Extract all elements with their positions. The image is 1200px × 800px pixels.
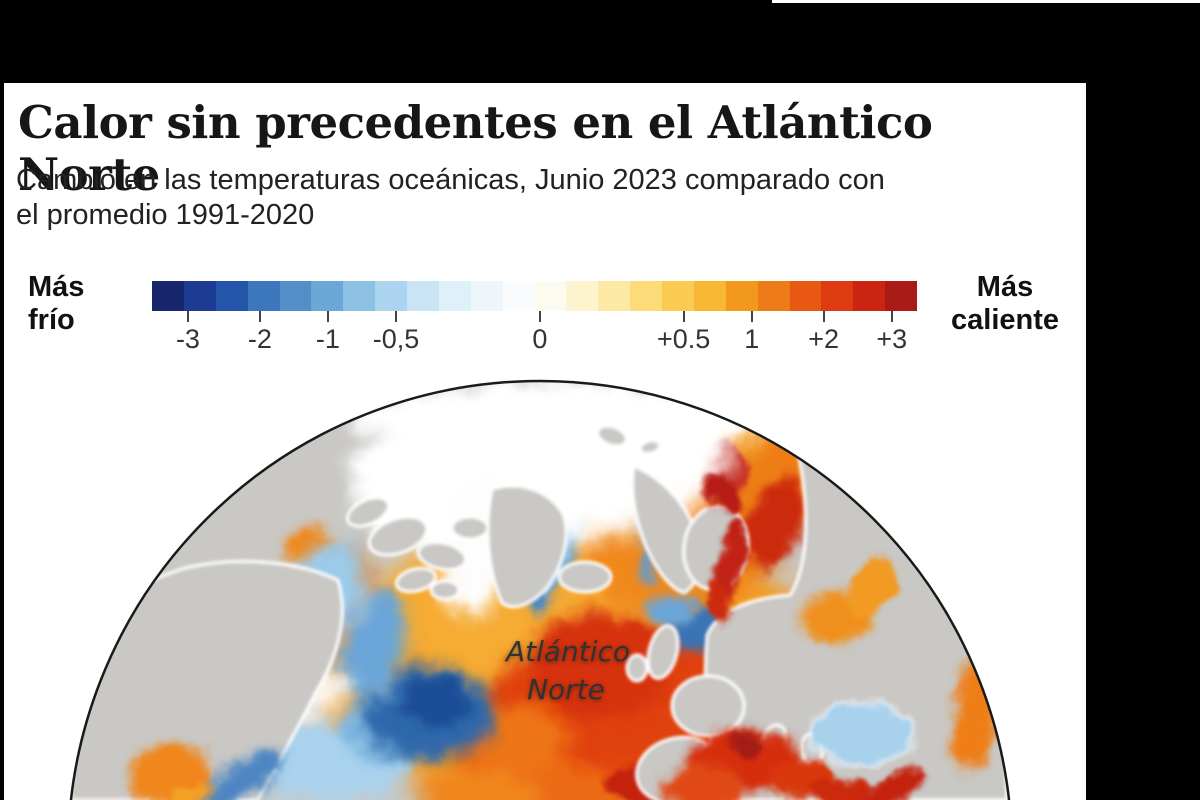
- scale-label-colder-line1: Más: [28, 271, 85, 303]
- color-scale-segment: [247, 281, 280, 311]
- scale-tick-label: -2: [247, 324, 272, 354]
- color-scale-segment: [693, 281, 726, 311]
- color-scale-segment: [566, 281, 599, 311]
- color-scale-segment: [853, 281, 886, 311]
- color-scale-segment: [343, 281, 376, 311]
- color-scale-segment: [662, 281, 694, 311]
- sea-white-sea: [703, 472, 741, 516]
- ocean-label: Atlántico Norte: [504, 635, 630, 706]
- page-subtitle: Cambio en las temperaturas oceánicas, Ju…: [16, 163, 1076, 233]
- color-scale-segment: [279, 281, 312, 311]
- scale-tick: [258, 311, 261, 322]
- scale-tick: [890, 311, 893, 322]
- globe-outline: [69, 379, 1011, 800]
- sea-black-sea: [808, 701, 916, 765]
- land-britain: [646, 624, 680, 680]
- color-scale-segment: [534, 281, 567, 311]
- land-ireland: [625, 653, 649, 683]
- scale-tick: [822, 311, 825, 322]
- color-scale-ticks: -3 -2 -1 -0,5 0 +0.5 1 +2 +3: [152, 311, 917, 359]
- color-scale-segment: [407, 281, 439, 311]
- color-scale-segment: [311, 281, 344, 311]
- color-scale-segment: [598, 281, 631, 311]
- scale-tick: [326, 311, 329, 322]
- land-iceland: [557, 560, 613, 594]
- color-scale-segment: [438, 281, 471, 311]
- scale-tick: [750, 311, 753, 322]
- scale-tick-label: -0,5: [372, 324, 420, 354]
- scale-tick: [682, 311, 685, 322]
- scale-tick: [186, 311, 189, 322]
- color-scale-bar: [152, 281, 917, 311]
- scale-tick-label: +2: [808, 324, 840, 354]
- land-arctic-islands: [367, 515, 429, 557]
- scale-tick-label: -1: [315, 324, 340, 354]
- color-scale-segment: [630, 281, 662, 311]
- color-scale-segment: [152, 281, 184, 311]
- sea-red-sea: [853, 768, 927, 800]
- color-scale-segment: [215, 281, 248, 311]
- scale-tick-label: 0: [532, 324, 548, 354]
- land-greenland: [486, 484, 568, 609]
- scale-label-warmer: Más caliente: [925, 271, 1085, 337]
- scale-label-colder: Más frío: [28, 271, 84, 337]
- scale-tick-label: +3: [876, 324, 908, 354]
- subtitle-line-1: Cambio en las temperaturas oceánicas, Ju…: [16, 164, 885, 196]
- scale-tick-label: -3: [175, 324, 200, 354]
- top-edge-strip: [772, 0, 1200, 3]
- color-scale-segment: [502, 281, 535, 311]
- scale-tick: [395, 311, 398, 322]
- color-scale-segment: [470, 281, 503, 311]
- scale-label-warmer-line1: Más: [976, 271, 1034, 303]
- scale-tick-label: 1: [744, 324, 760, 354]
- subtitle-line-2: el promedio 1991-2020: [16, 199, 315, 231]
- color-scale-segment: [183, 281, 216, 311]
- ocean-label-line2: Norte: [527, 673, 605, 706]
- color-scale-segment: [789, 281, 822, 311]
- scale-label-warmer-line2: caliente: [951, 304, 1059, 336]
- page-title: Calor sin precedentes en el Atlántico No…: [18, 96, 933, 201]
- scale-tick-label: +0.5: [657, 324, 711, 354]
- sea-baltic: [711, 519, 749, 601]
- land-france: [670, 674, 746, 738]
- land-svalbard: [596, 424, 628, 448]
- scale-label-colder-line2: frío: [28, 304, 75, 336]
- color-scale-segment: [885, 281, 917, 311]
- ocean-label-line1: Atlántico: [504, 635, 630, 668]
- color-scale-segment: [821, 281, 854, 311]
- color-scale-segment: [375, 281, 407, 311]
- color-scale-segment: [757, 281, 790, 311]
- color-scale-segment: [725, 281, 758, 311]
- scale-tick: [538, 311, 541, 322]
- globe-map: Atlántico Norte: [68, 379, 1012, 800]
